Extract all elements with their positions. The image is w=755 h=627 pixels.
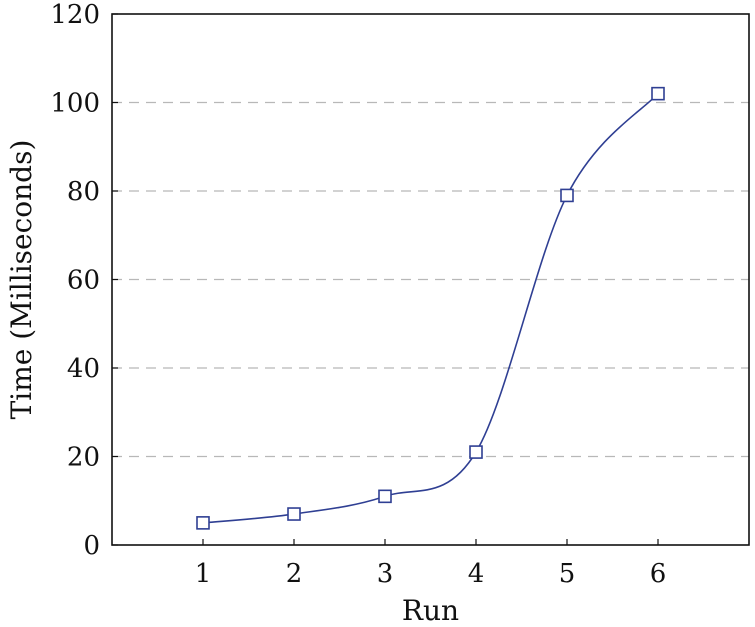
axis-ticks: 0 20 40 60 80 100 120 1 2 3 4 5 6: [50, 0, 666, 589]
x-tick-label-6: 6: [650, 559, 667, 589]
data-point-run-1: [196, 516, 210, 530]
series-group: [196, 86, 665, 530]
data-point-run-3: [378, 489, 392, 504]
y-tick-label-100: 100: [50, 89, 100, 119]
x-tick-label-5: 5: [559, 559, 576, 589]
y-tick-label-80: 80: [67, 177, 100, 207]
data-point-run-6: [651, 86, 665, 101]
x-tick-label-3: 3: [377, 559, 394, 589]
y-tick-label-120: 120: [50, 0, 100, 30]
data-point-run-2: [287, 507, 301, 521]
x-tick-label-2: 2: [286, 559, 303, 589]
x-tick-label-1: 1: [195, 559, 212, 589]
y-tick-label-0: 0: [83, 531, 100, 561]
data-point-run-4: [469, 445, 483, 459]
y-tick-label-40: 40: [67, 354, 100, 384]
y-tick-label-60: 60: [67, 266, 100, 296]
data-point-run-5: [560, 188, 574, 203]
y-tick-label-20: 20: [67, 443, 100, 473]
grid-lines: [112, 101, 749, 458]
y-axis-title: Time (Milliseconds): [5, 140, 38, 420]
x-axis-title: Run: [402, 594, 459, 627]
x-tick-label-4: 4: [468, 559, 485, 589]
series-line-0: [202, 93, 659, 524]
